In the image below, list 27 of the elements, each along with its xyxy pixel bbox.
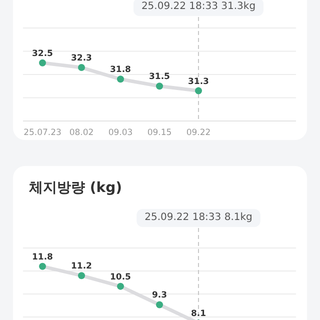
x-tick-label: 09.03 [108,128,133,138]
data-label: 11.2 [71,262,92,272]
point [39,59,46,66]
data-label: 32.3 [71,54,92,64]
x-tick-label: 08.02 [69,128,94,138]
data-label: 8.1 [190,309,206,320]
point [78,64,85,72]
point [117,282,124,290]
point [39,262,46,270]
x-tick-label: 09.15 [147,128,172,138]
point [156,82,163,90]
data-label: 31.5 [149,72,170,82]
point [156,301,163,308]
ref-line-label: 25.09.22 18:33 31.3kg [141,1,256,12]
data-label: 9.3 [152,290,168,301]
point [195,87,202,94]
x-tick-label: 25.07.23 [24,128,62,138]
point [78,272,85,280]
data-label: 31.3 [188,76,210,87]
data-label: 10.5 [110,272,132,282]
data-label: 31.8 [110,65,132,76]
text: 25.09.22 18:33 8.1kg [144,212,252,223]
data-label: 32.5 [32,48,54,59]
data-label: 11.8 [32,252,54,262]
chart-title: 체지방량 (kg) [28,180,122,196]
point [117,76,124,83]
x-tick-label: 09.22 [186,128,211,138]
